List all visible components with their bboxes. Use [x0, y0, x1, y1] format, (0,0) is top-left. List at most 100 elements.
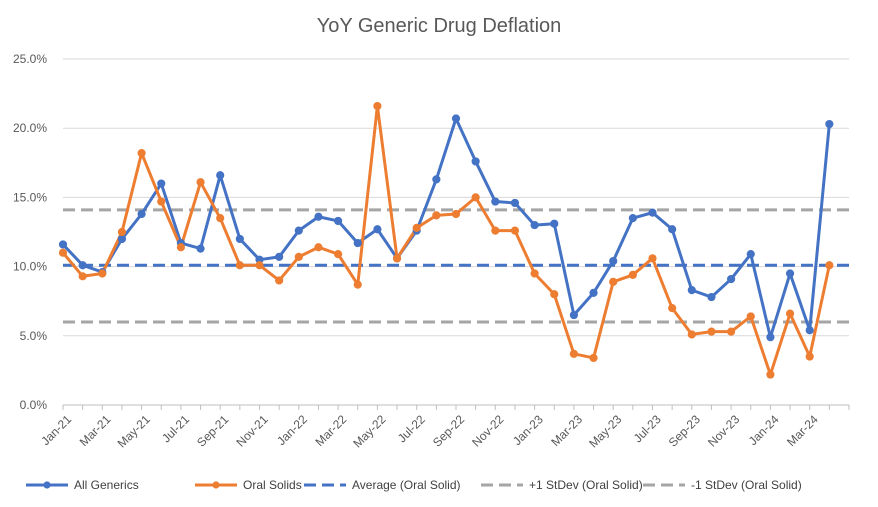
- data-point: [451, 114, 461, 123]
- data-point: [432, 211, 441, 220]
- gridlines: [63, 58, 849, 406]
- data-point: [117, 227, 127, 237]
- data-point: [294, 252, 303, 262]
- data-point: [471, 193, 480, 202]
- y-tick-label: 15.0%: [13, 190, 47, 204]
- legend-marker: [43, 481, 51, 489]
- data-point: [687, 286, 696, 295]
- y-tick-label: 10.0%: [13, 260, 47, 274]
- data-point: [628, 214, 637, 223]
- data-point: [157, 179, 166, 188]
- data-point: [294, 226, 303, 235]
- data-point: [530, 220, 539, 230]
- x-tick-label: Jul-22: [395, 412, 428, 445]
- data-point: [78, 261, 87, 270]
- x-tick-label: Jan-22: [274, 412, 310, 448]
- data-point: [825, 261, 834, 270]
- chart-title: YoY Generic Drug Deflation: [317, 15, 562, 37]
- data-point: [157, 197, 166, 206]
- data-point: [196, 178, 205, 187]
- x-tick-label: May-23: [586, 412, 624, 450]
- data-point: [216, 214, 225, 223]
- data-point: [334, 216, 343, 226]
- data-point: [137, 149, 146, 158]
- data-point: [766, 370, 775, 379]
- x-tick-label: Jan-21: [38, 412, 74, 448]
- series-line-0: [61, 117, 831, 339]
- data-point: [235, 234, 244, 244]
- data-point: [609, 256, 618, 266]
- data-point: [510, 198, 520, 208]
- data-point: [432, 175, 441, 184]
- series-line-1: [61, 104, 831, 377]
- x-tick-label: May-21: [115, 412, 153, 450]
- data-point: [98, 269, 107, 278]
- data-point: [137, 209, 146, 219]
- data-point: [510, 226, 520, 235]
- x-tick-label: Sep-22: [430, 412, 467, 449]
- data-point: [609, 277, 618, 286]
- legend: All Generics Oral Solids Average (Oral Sol…: [26, 478, 802, 492]
- data-point: [569, 349, 579, 358]
- data-point: [746, 250, 755, 259]
- x-axis: Jan-21 Mar-21 May-21 Jul-21 Sep-21 Nov-21 Jan-…: [38, 404, 850, 451]
- x-tick-label: Jan-24: [746, 412, 782, 448]
- data-point: [58, 248, 68, 257]
- data-point: [668, 225, 677, 234]
- data-point: [491, 226, 500, 235]
- series-lines: [58, 101, 834, 379]
- data-point: [648, 208, 657, 217]
- data-point: [58, 240, 68, 249]
- data-point: [766, 333, 775, 342]
- legend-label: Average (Oral Solid): [352, 478, 461, 492]
- data-point: [530, 269, 539, 278]
- x-tick-label: Nov-22: [469, 412, 506, 449]
- data-point: [785, 269, 795, 278]
- legend-label: Oral Solids: [243, 478, 302, 492]
- data-point: [216, 171, 225, 180]
- x-tick-label: Mar-21: [77, 412, 114, 449]
- data-point: [628, 270, 637, 280]
- data-point: [392, 254, 402, 263]
- data-point: [117, 234, 127, 244]
- data-point: [196, 244, 205, 253]
- data-point: [78, 272, 87, 281]
- x-tick-label: Mar-24: [784, 412, 821, 449]
- data-point: [314, 212, 323, 221]
- x-tick-label: Jul-21: [159, 412, 192, 445]
- x-tick-label: Nov-21: [233, 412, 270, 449]
- data-point: [491, 197, 500, 206]
- data-point: [687, 330, 696, 339]
- data-point: [314, 243, 323, 252]
- data-point: [275, 276, 284, 285]
- data-point: [471, 157, 480, 166]
- y-tick-label: 5.0%: [20, 329, 48, 343]
- legend-marker: [212, 481, 220, 489]
- data-point: [589, 288, 598, 297]
- x-tick-label: Sep-21: [194, 412, 231, 449]
- data-point: [353, 280, 362, 289]
- data-point: [785, 309, 795, 318]
- x-tick-label: Sep-23: [666, 412, 703, 449]
- y-tick-label: 20.0%: [13, 121, 47, 135]
- data-point: [550, 219, 559, 228]
- data-point: [805, 326, 814, 335]
- data-point: [373, 225, 382, 234]
- data-point: [255, 261, 264, 270]
- data-point: [707, 327, 716, 336]
- data-point: [727, 274, 736, 284]
- data-point: [334, 250, 343, 259]
- x-tick-label: Jul-23: [631, 412, 664, 445]
- x-tick-label: Mar-22: [313, 412, 350, 449]
- data-point: [235, 261, 244, 270]
- data-point: [412, 223, 421, 232]
- data-point: [353, 238, 362, 248]
- y-axis: 0.0% 5.0% 10.0% 15.0% 20.0% 25.0%: [13, 52, 47, 412]
- reference-lines: [63, 208, 849, 324]
- x-tick-label: Jan-23: [510, 412, 546, 448]
- data-point: [373, 101, 382, 111]
- data-point: [805, 352, 814, 361]
- data-point: [550, 290, 559, 299]
- x-tick-label: May-22: [350, 412, 388, 450]
